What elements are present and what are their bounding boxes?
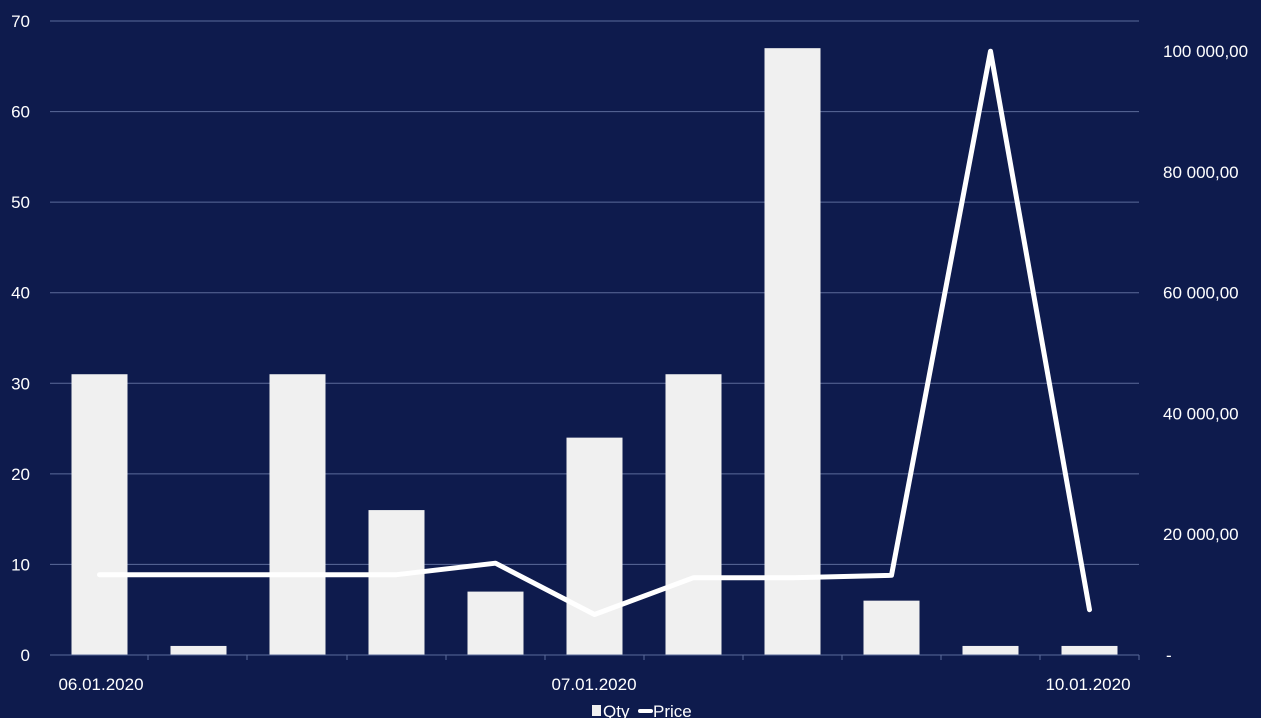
qty-bars: [71, 48, 1118, 655]
left-y-axis: 0 10 20 30 40 50 60 70: [11, 12, 30, 665]
left-tick-label: 30: [11, 374, 30, 393]
bar-qty: [71, 374, 128, 655]
bar-qty: [962, 645, 1019, 655]
x-tick-label: 06.01.2020: [58, 675, 143, 694]
left-tick-label: 0: [21, 646, 30, 665]
bar-qty: [764, 48, 821, 655]
right-tick-label: -: [1166, 646, 1172, 665]
x-tick-label: 10.01.2020: [1045, 675, 1130, 694]
bar-qty: [368, 510, 425, 655]
bar-qty: [269, 374, 326, 655]
right-tick-label: 80 000,00: [1163, 163, 1239, 182]
left-tick-label: 50: [11, 193, 30, 212]
legend-swatch-qty: [592, 705, 601, 716]
legend: Qty Price: [592, 702, 692, 718]
right-tick-label: 40 000,00: [1163, 404, 1239, 423]
right-tick-label: 100 000,00: [1163, 42, 1248, 61]
right-y-axis: - 20 000,00 40 000,00 60 000,00 80 000,00 100…: [1163, 42, 1248, 665]
bar-qty: [467, 591, 524, 655]
left-tick-label: 60: [11, 103, 30, 122]
bar-qty: [665, 374, 722, 655]
left-tick-label: 40: [11, 284, 30, 303]
x-axis: 06.01.2020 07.01.2020 10.01.2020: [50, 654, 1140, 694]
bar-qty: [1061, 645, 1118, 655]
legend-label-qty: Qty: [603, 702, 630, 718]
left-tick-label: 10: [11, 555, 30, 574]
legend-label-price: Price: [653, 702, 692, 718]
left-tick-label: 70: [11, 12, 30, 31]
bar-qty: [863, 600, 920, 655]
bar-qty: [566, 437, 623, 655]
bar-qty: [170, 645, 227, 655]
right-tick-label: 20 000,00: [1163, 525, 1239, 544]
price-line: [97, 48, 1092, 617]
right-tick-label: 60 000,00: [1163, 284, 1239, 303]
x-tick-label: 07.01.2020: [551, 675, 636, 694]
left-tick-label: 20: [11, 465, 30, 484]
